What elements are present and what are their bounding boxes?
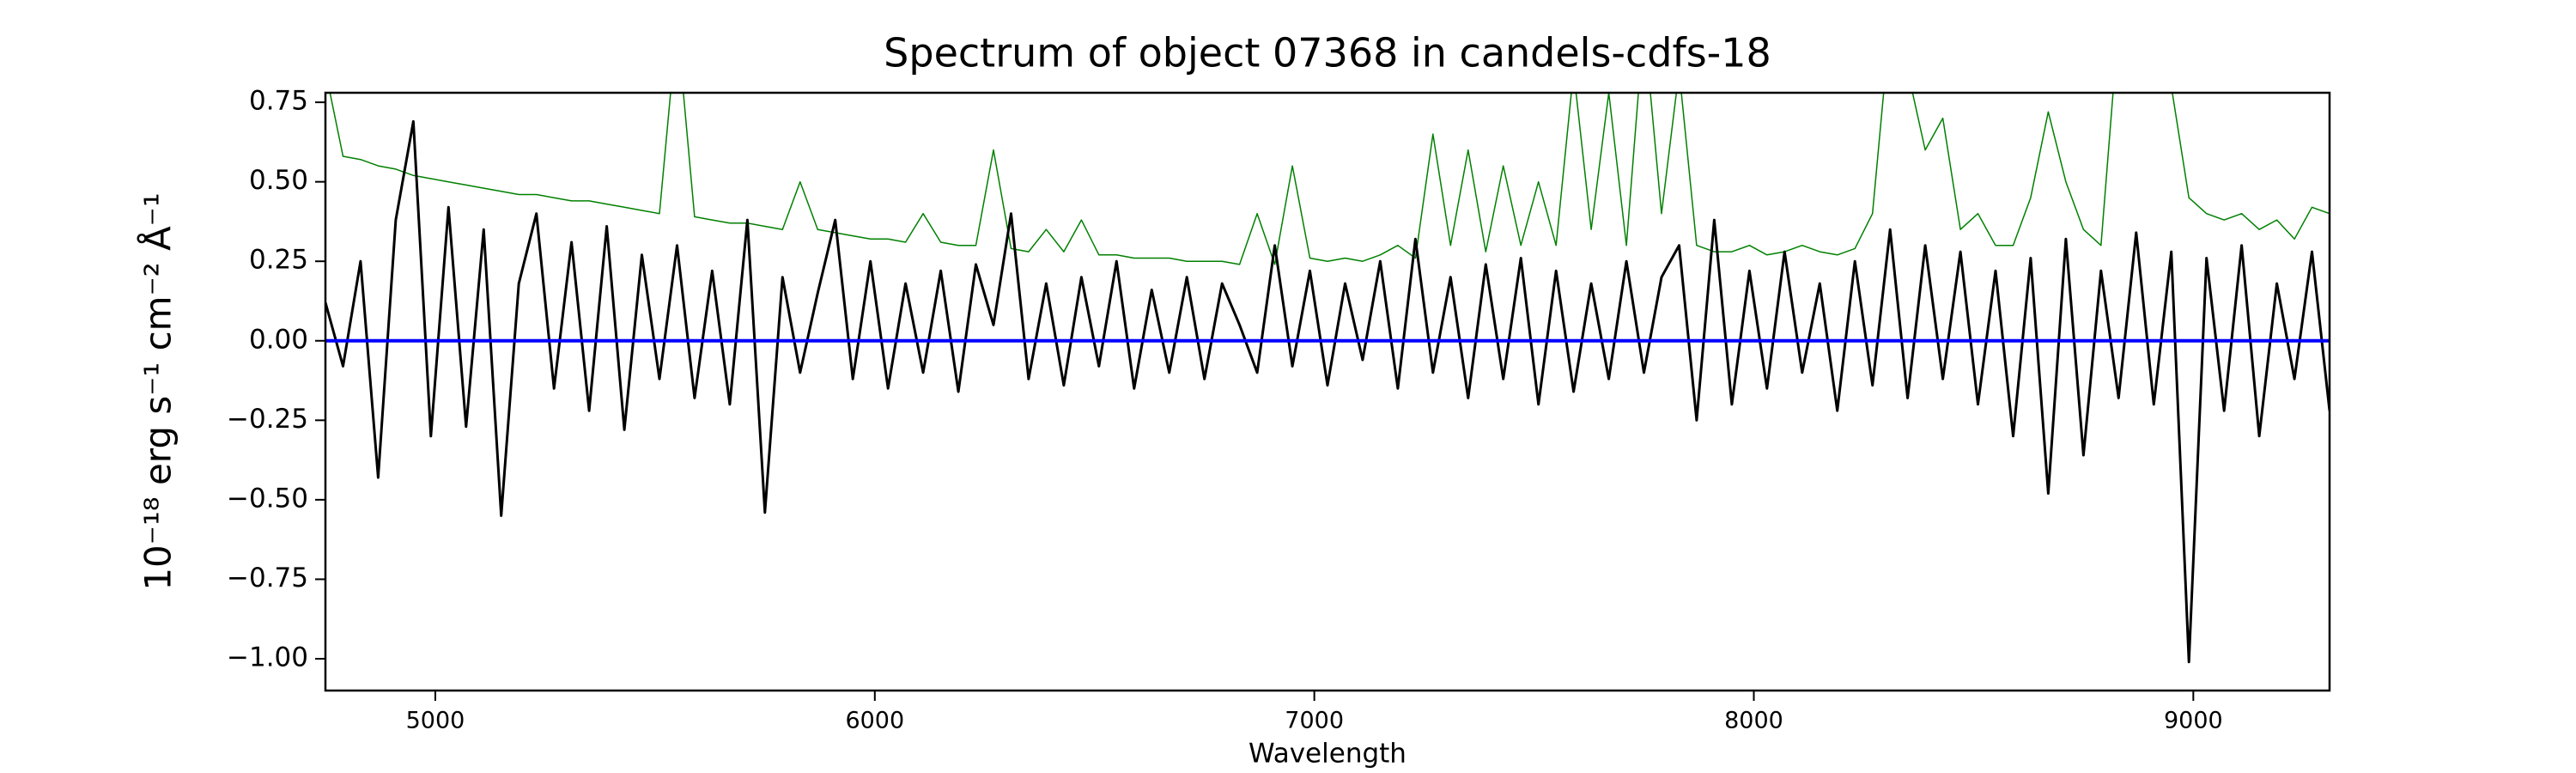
axes-frame (324, 91, 2331, 692)
spectrum-line (329, 93, 2330, 265)
y-tick-label: 0.00 (249, 324, 308, 355)
y-tick-label: −0.25 (227, 404, 308, 435)
y-tick-label: 0.50 (249, 165, 308, 196)
y-tick-label: −0.50 (227, 483, 308, 514)
spectrum-line (325, 119, 2330, 664)
y-tick-label: 0.75 (249, 86, 308, 117)
y-tick-label: −1.00 (227, 642, 308, 673)
x-tick-label: 9000 (2164, 708, 2223, 734)
chart-title: Spectrum of object 07368 in candels-cdfs… (884, 30, 1771, 76)
x-tick-label: 5000 (406, 708, 465, 734)
y-tick-label: −0.75 (227, 563, 308, 593)
plot-area (325, 93, 2330, 664)
x-tick-label: 6000 (845, 708, 904, 734)
y-axis-label: 10⁻¹⁸ erg s⁻¹ cm⁻² Å⁻¹ (137, 192, 179, 590)
x-tick-label: 8000 (1724, 708, 1783, 734)
x-axis-label: Wavelength (1249, 739, 1406, 770)
x-tick-label: 7000 (1285, 708, 1344, 734)
y-tick-label: 0.25 (249, 245, 308, 276)
